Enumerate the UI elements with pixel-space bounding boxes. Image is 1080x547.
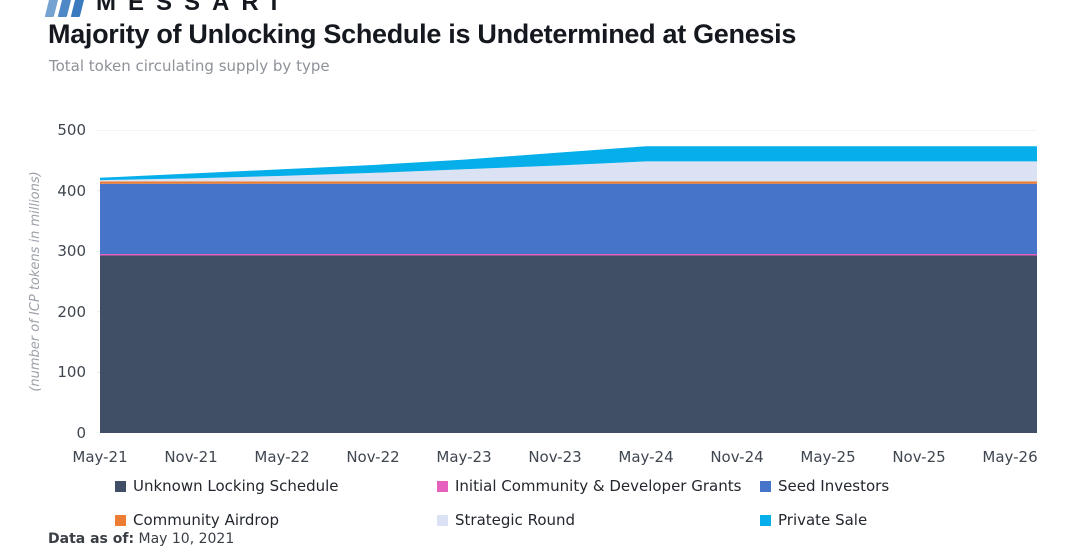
legend-swatch-unknown-locking-schedule — [115, 480, 126, 492]
chart-title: Majority of Unlocking Schedule is Undete… — [48, 19, 797, 49]
area-unknown-locking-schedule — [100, 255, 1037, 433]
legend-label: Strategic Round — [455, 511, 576, 529]
area-initial-community-developer-grants — [100, 253, 1037, 256]
logo-bar-3 — [70, 0, 87, 17]
x-tick-label-nov-24: Nov-24 — [710, 448, 764, 466]
x-tick-label-nov-23: Nov-23 — [528, 448, 582, 466]
plot-area — [97, 130, 1037, 433]
messari-bars-icon — [44, 0, 87, 17]
data-as-of-label: Data as of: — [48, 531, 135, 547]
legend-label: Community Airdrop — [133, 511, 279, 529]
legend-swatch-private-sale — [760, 514, 771, 526]
x-tick-label-nov-21: Nov-21 — [164, 448, 218, 466]
chart-subtitle: Total token circulating supply by type — [49, 57, 330, 75]
x-tick-label-may-21: May-21 — [72, 448, 128, 466]
legend-swatch-community-airdrop — [115, 514, 126, 526]
stacked-area-chart — [97, 130, 1037, 433]
y-tick-label-300: 300 — [57, 242, 86, 261]
area-strategic-round — [100, 161, 1037, 182]
legend-label: Seed Investors — [778, 477, 890, 495]
y-tick-label-200: 200 — [57, 302, 86, 321]
legend-swatch-strategic-round — [437, 514, 448, 526]
legend-swatch-initial-community-developer-grants — [437, 480, 448, 492]
legend-swatch-seed-investors — [760, 480, 771, 492]
messari-logo: MESSARI — [44, 0, 290, 17]
legend-label: Unknown Locking Schedule — [133, 477, 339, 495]
x-tick-label-nov-22: Nov-22 — [346, 448, 400, 466]
legend-item-strategic-round: Strategic Round — [437, 511, 575, 529]
y-axis-unit-label: (number of ICP tokens in millions) — [28, 171, 43, 392]
legend-item-initial-community-developer-grants: Initial Community & Developer Grants — [437, 477, 741, 495]
legend-item-seed-investors: Seed Investors — [760, 477, 889, 495]
x-tick-label-may-25: May-25 — [800, 448, 856, 466]
x-tick-label-may-26: May-26 — [982, 448, 1038, 466]
legend-label: Private Sale — [778, 511, 868, 529]
data-as-of-value: May 10, 2021 — [134, 531, 235, 547]
legend-item-private-sale: Private Sale — [760, 511, 867, 529]
x-tick-label-may-23: May-23 — [436, 448, 492, 466]
y-tick-label-100: 100 — [57, 363, 86, 382]
y-tick-label-0: 0 — [76, 424, 86, 442]
data-as-of-note: Data as of: May 10, 2021 — [48, 531, 234, 547]
x-tick-label-nov-25: Nov-25 — [892, 448, 946, 466]
legend-item-community-airdrop: Community Airdrop — [115, 511, 279, 529]
area-private-sale — [100, 146, 1037, 181]
legend-item-unknown-locking-schedule: Unknown Locking Schedule — [115, 477, 339, 495]
legend-label: Initial Community & Developer Grants — [455, 477, 742, 495]
y-tick-label-400: 400 — [57, 181, 86, 200]
area-seed-investors — [100, 183, 1037, 254]
messari-wordmark: MESSARI — [96, 0, 290, 16]
area-community-airdrop — [100, 181, 1037, 184]
y-tick-label-500: 500 — [57, 121, 86, 139]
x-tick-label-may-22: May-22 — [254, 448, 310, 466]
x-tick-label-may-24: May-24 — [618, 448, 674, 466]
